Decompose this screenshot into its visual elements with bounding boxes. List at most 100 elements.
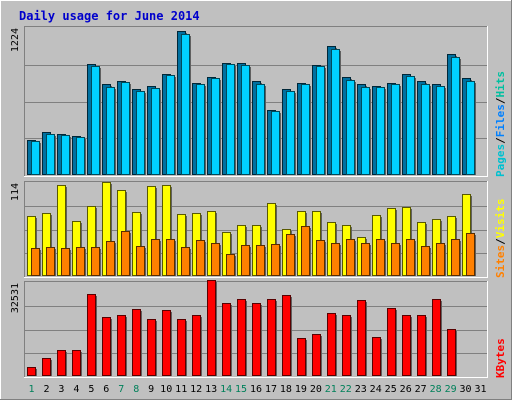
bar-sites-day-21 [331, 243, 340, 276]
chart-panels: 1224Pages/Files/Hits114Sites/Visits32531… [10, 26, 507, 378]
x-tick-label: 16 [250, 384, 262, 395]
bar-shadow [291, 297, 292, 376]
bar-hits-day-3 [61, 135, 70, 175]
x-axis-day-labels: 1 2 3 4 5 6 7 8 9 10 11 12 13 14 15 16 17 18 19 20 21 22 23 24 2… [28, 384, 486, 395]
bar-sites-day-9 [151, 239, 160, 276]
bar-kbytes-day-17 [267, 299, 276, 376]
bar-kbytes-day-22 [342, 315, 351, 376]
x-tick-label: 14 [220, 384, 232, 395]
bar-shadow [36, 218, 37, 276]
x-tick-label: 7 [118, 384, 124, 395]
bar-sites-day-2 [46, 247, 55, 276]
bar-shadow [411, 317, 412, 376]
x-tick-label: 21 [325, 384, 337, 395]
bar-sites-day-16 [256, 245, 265, 276]
bar-shadow [205, 242, 206, 276]
bar-hits-day-17 [271, 111, 280, 175]
bar-shadow [475, 235, 476, 276]
bar-shadow [85, 249, 86, 276]
bar-shadow [55, 136, 56, 175]
bar-sites-day-29 [451, 239, 460, 276]
bar-shadow [441, 301, 442, 376]
bar-shadow [396, 310, 397, 376]
bar-shadow [250, 247, 251, 276]
bar-shadow [246, 301, 247, 376]
x-tick-label: 27 [415, 384, 427, 395]
bar-shadow [70, 250, 71, 276]
bar-shadow [235, 256, 236, 276]
bar-shadow [171, 312, 172, 376]
panel-visits-ymax-label: 114 [10, 183, 21, 201]
bar-shadow [295, 236, 296, 276]
bar-hits-day-2 [46, 134, 55, 175]
bar-shadow [325, 242, 326, 276]
x-tick-label: 9 [148, 384, 154, 395]
legend-entry: Files [494, 104, 507, 137]
bar-shadow [400, 245, 401, 276]
bar-shadow [130, 233, 131, 276]
bar-sites-day-7 [121, 231, 130, 276]
bar-kbytes-day-28 [432, 299, 441, 376]
series-kbytes [27, 280, 457, 376]
x-tick-label: 6 [103, 384, 109, 395]
bar-sites-day-10 [166, 239, 175, 276]
bar-shadow [111, 319, 112, 376]
bar-shadow [325, 68, 326, 175]
panel-visits-legend: Sites/Visits [494, 199, 507, 279]
bar-hits-day-23 [361, 87, 370, 175]
bar-shadow [385, 241, 386, 276]
x-tick-label: 23 [355, 384, 367, 395]
bar-kbytes-day-16 [252, 303, 261, 376]
bar-hits-day-14 [226, 64, 235, 175]
bar-kbytes-day-23 [357, 300, 366, 376]
x-tick-label: 13 [205, 384, 217, 395]
bar-kbytes-day-26 [402, 315, 411, 376]
bar-hits-day-25 [391, 84, 400, 175]
bar-shadow [141, 311, 142, 376]
bar-shadow [400, 86, 401, 175]
bar-shadow [96, 208, 97, 276]
bar-hits-day-27 [421, 84, 430, 175]
bar-kbytes-day-24 [372, 337, 381, 376]
bar-kbytes-day-2 [42, 358, 51, 376]
bar-sites-day-3 [61, 248, 70, 276]
bar-shadow [430, 86, 431, 175]
bar-hits-day-16 [256, 84, 265, 175]
bar-shadow [51, 360, 52, 376]
bar-sites-day-20 [316, 240, 325, 276]
bar-shadow [205, 86, 206, 175]
bar-shadow [96, 296, 97, 376]
bar-sites-day-19 [301, 226, 310, 276]
bar-shadow [115, 89, 116, 175]
bar-shadow [190, 249, 191, 276]
x-tick-label: 25 [385, 384, 397, 395]
bar-shadow [261, 305, 262, 376]
bar-shadow [475, 83, 476, 175]
bar-shadow [175, 241, 176, 276]
bar-shadow [220, 245, 221, 276]
x-tick-label: 31 [474, 384, 486, 395]
bar-shadow [430, 248, 431, 276]
bar-hits-day-21 [331, 49, 340, 175]
bar-shadow [340, 51, 341, 175]
bar-hits-day-22 [346, 80, 355, 175]
bar-kbytes-day-29 [447, 329, 456, 376]
bar-shadow [370, 89, 371, 175]
x-tick-label: 19 [295, 384, 307, 395]
bar-shadow [100, 249, 101, 276]
bar-shadow [310, 228, 311, 276]
legend-entry: Hits [494, 71, 507, 98]
x-tick-label: 22 [340, 384, 352, 395]
bar-shadow [115, 243, 116, 276]
bar-kbytes-day-13 [207, 280, 216, 376]
bar-shadow [445, 245, 446, 276]
bar-shadow [265, 86, 266, 175]
bar-sites-day-6 [106, 241, 115, 276]
bar-shadow [351, 317, 352, 376]
bar-hits-day-18 [286, 91, 295, 175]
bar-shadow [66, 187, 67, 276]
bar-sites-day-30 [466, 233, 475, 276]
bar-shadow [70, 137, 71, 175]
